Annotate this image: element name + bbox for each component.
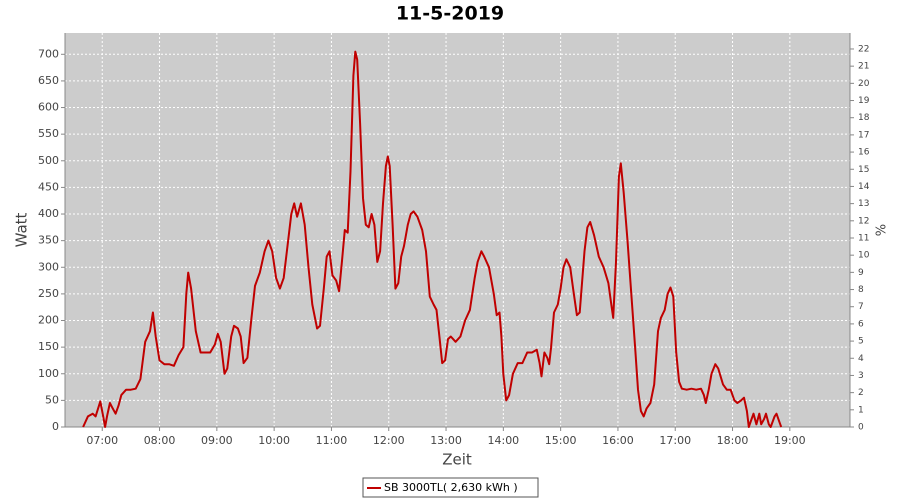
y2-tick-label: 1	[858, 405, 864, 415]
y-tick-label: 650	[38, 74, 59, 87]
y2-tick-label: 9	[858, 268, 864, 278]
y-tick-label: 350	[38, 234, 59, 247]
y2-tick-label: 18	[858, 113, 870, 123]
y2-tick-label: 15	[858, 165, 869, 175]
y2-tick-label: 6	[858, 319, 864, 329]
x-tick-label: 14:00	[487, 434, 519, 447]
y2-tick-label: 20	[858, 79, 870, 89]
x-tick-label: 17:00	[659, 434, 691, 447]
x-axis-title: Zeit	[442, 451, 472, 469]
y-tick-label: 500	[38, 154, 59, 167]
x-tick-label: 16:00	[602, 434, 634, 447]
y2-tick-label: 0	[858, 423, 864, 433]
x-tick-label: 08:00	[144, 434, 176, 447]
y-tick-label: 300	[38, 260, 59, 273]
y2-tick-label: 14	[858, 182, 870, 192]
x-tick-label: 13:00	[430, 434, 462, 447]
y2-tick-label: 7	[858, 302, 864, 312]
x-tick-label: 09:00	[201, 434, 233, 447]
plot-area	[65, 33, 850, 427]
y2-tick-label: 22	[858, 44, 869, 54]
legend-box	[362, 477, 539, 498]
y-axis-title: Watt	[13, 212, 31, 247]
y2-tick-label: 21	[858, 62, 869, 72]
x-tick-label: 10:00	[258, 434, 290, 447]
y2-tick-label: 2	[858, 388, 864, 398]
y2-tick-label: 4	[858, 354, 864, 364]
legend: SB 3000TL( 2,630 kWh )	[362, 477, 539, 498]
y2-tick-label: 10	[858, 251, 870, 261]
y-tick-label: 200	[38, 314, 59, 327]
x-tick-label: 19:00	[774, 434, 806, 447]
y2-tick-label: 17	[858, 130, 869, 140]
y-tick-label: 0	[52, 420, 59, 433]
y-tick-label: 550	[38, 127, 59, 140]
chart-title: 11-5-2019	[396, 3, 504, 25]
y2-tick-label: 12	[858, 216, 869, 226]
y-tick-label: 150	[38, 340, 59, 353]
y2-tick-label: 16	[858, 148, 870, 158]
legend-label: SB 3000TL( 2,630 kWh )	[384, 481, 518, 494]
y-tick-label: 450	[38, 180, 59, 193]
x-tick-label: 15:00	[545, 434, 577, 447]
y2-tick-label: 19	[858, 96, 870, 106]
x-tick-label: 18:00	[717, 434, 749, 447]
x-tick-label: 11:00	[316, 434, 348, 447]
y2-tick-label: 13	[858, 199, 869, 209]
y-tick-label: 400	[38, 207, 59, 220]
x-tick-label: 12:00	[373, 434, 405, 447]
y2-tick-label: 11	[858, 233, 869, 243]
y-tick-label: 250	[38, 287, 59, 300]
x-tick-label: 07:00	[86, 434, 118, 447]
y2-tick-label: 3	[858, 371, 864, 381]
y2-tick-label: 5	[858, 337, 864, 347]
data-line	[82, 50, 783, 428]
y-tick-label: 700	[38, 47, 59, 60]
y-tick-label: 50	[45, 393, 59, 406]
y2-tick-label: 8	[858, 285, 864, 295]
y2-axis-title: %	[875, 224, 890, 236]
y-tick-label: 100	[38, 367, 59, 380]
y-tick-label: 600	[38, 101, 59, 114]
